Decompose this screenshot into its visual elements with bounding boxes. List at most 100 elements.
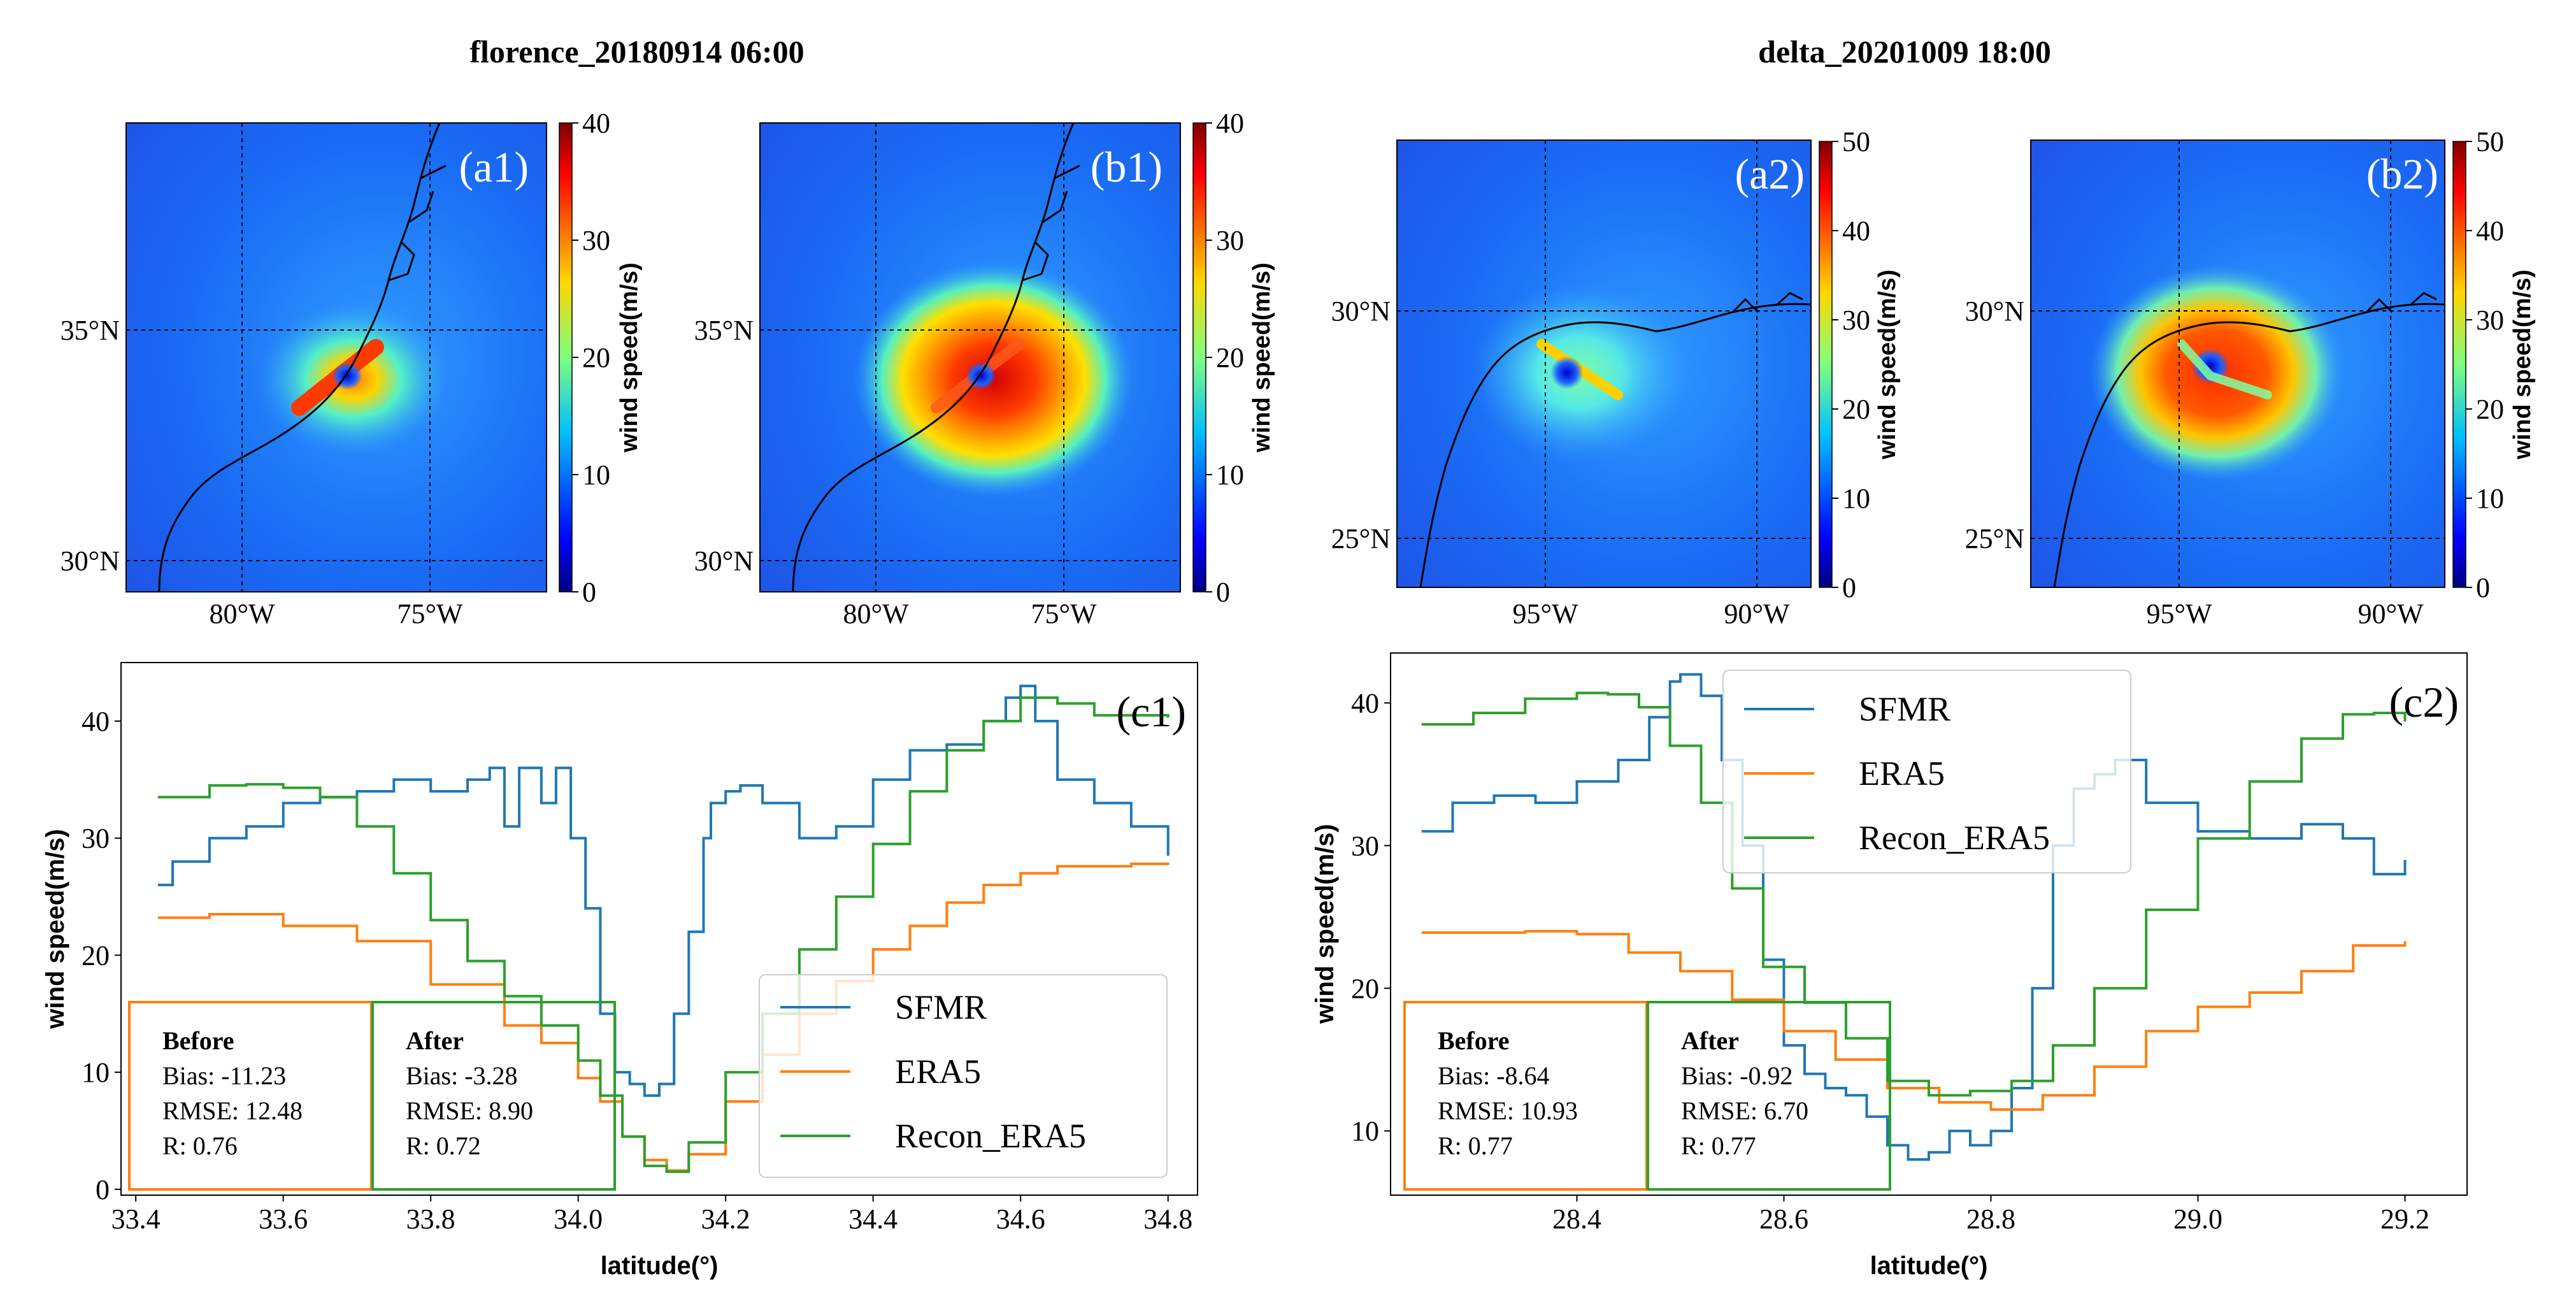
coastline-inlets <box>1022 164 1080 282</box>
stats-after-rmse: RMSE: 8.90 <box>406 1096 533 1125</box>
x-tick-label: 28.8 <box>1966 1203 2015 1235</box>
map-frame <box>1396 140 1812 588</box>
stats-before-rmse: RMSE: 12.48 <box>162 1096 303 1125</box>
storm-eye <box>1550 356 1584 389</box>
colorbar-tick-label: 0 <box>2476 572 2490 603</box>
lon-tick: 95°W <box>2146 598 2212 629</box>
map-frame <box>759 122 1181 592</box>
colorbar-tick-label: 50 <box>1842 126 1870 157</box>
legend: SFMR ERA5 Recon_ERA5 <box>759 974 1168 1178</box>
colorbar-ramp <box>1192 122 1206 592</box>
y-tick-label: 20 <box>1351 973 1379 1004</box>
map-panel-a1: (a1) 35°N 30°N 80°W 75°W 0 10 20 30 40 wind … <box>61 108 643 629</box>
y-tick-label: 40 <box>1351 687 1379 719</box>
legend-label-era5: ERA5 <box>895 1052 981 1091</box>
x-tick-label: 34.8 <box>1143 1203 1192 1235</box>
lon-tick: 75°W <box>1031 598 1097 629</box>
x-axis-label: latitude(°) <box>601 1252 719 1280</box>
lon-tick: 90°W <box>1724 598 1790 629</box>
coastline <box>2053 303 2445 588</box>
lat-tick: 25°N <box>1331 523 1391 554</box>
stats-before-rmse: RMSE: 10.93 <box>1438 1096 1578 1125</box>
stats-after-rmse: RMSE: 6.70 <box>1681 1096 1808 1125</box>
stats-before-title: Before <box>1438 1026 1510 1055</box>
lat-tick: 35°N <box>694 315 754 346</box>
x-tick-label: 33.4 <box>111 1203 161 1235</box>
storm-eye <box>332 362 362 390</box>
legend-label-sfmr: SFMR <box>895 988 987 1026</box>
map-frame <box>125 122 547 592</box>
colorbar-tick-label: 0 <box>1842 572 1856 603</box>
colorbar-tick-label: 10 <box>1216 459 1244 491</box>
stats-before-bias: Bias: -8.64 <box>1438 1061 1550 1090</box>
stats-before-bias: Bias: -11.23 <box>162 1061 286 1090</box>
stats-after-r: R: 0.72 <box>406 1131 481 1160</box>
coastline <box>792 122 1075 592</box>
colorbar-tick-label: 30 <box>1216 225 1244 256</box>
colorbar-tick-label: 40 <box>582 108 610 139</box>
panel-tag: (a1) <box>459 143 529 191</box>
map-panel-a2: (a2) 30°N 25°N 95°W 90°W 0 10 20 30 40 50 win… <box>1331 126 1901 629</box>
x-axis-label: latitude(°) <box>1870 1252 1988 1280</box>
y-tick-label: 30 <box>1351 830 1379 861</box>
colorbar-tick-label: 10 <box>2476 483 2504 514</box>
colorbar-tick-label: 40 <box>2476 215 2504 247</box>
coastline <box>1419 303 1812 588</box>
y-tick-label: 30 <box>82 823 110 854</box>
colorbar-tick-label: 20 <box>2476 394 2504 425</box>
panel-tag: (b2) <box>2366 150 2438 198</box>
line-chart-c2: 28.4 28.6 28.8 29.0 29.2 10 20 30 40 (c2) latitu… <box>1311 652 2468 1280</box>
x-tick-label: 28.4 <box>1552 1203 1601 1235</box>
x-tick-label: 29.2 <box>2380 1203 2429 1235</box>
coastline-inlets <box>2365 292 2437 313</box>
stats-after-box <box>371 1001 616 1191</box>
stats-after-box <box>1647 1001 1891 1191</box>
lat-tick: 30°N <box>1331 296 1391 327</box>
legend-label-recon: Recon_ERA5 <box>1859 819 2050 857</box>
colorbar-ramp <box>1819 141 1833 588</box>
colorbar-tick-label: 10 <box>1842 483 1870 514</box>
y-tick-label: 10 <box>1351 1116 1379 1147</box>
series-line-recon-era5 <box>1421 691 2407 1097</box>
right-title: delta_20201009 18:00 <box>1758 34 2051 69</box>
y-tick-label: 20 <box>82 940 110 971</box>
lat-tick: 30°N <box>61 545 120 577</box>
y-tick-label: 40 <box>82 706 110 737</box>
colorbar-ramp <box>2452 141 2466 588</box>
lat-tick: 25°N <box>1965 523 2024 554</box>
coastline-inlets <box>1731 292 1803 313</box>
series-line-sfmr <box>1421 673 2407 1161</box>
x-tick-label: 34.0 <box>554 1203 603 1235</box>
stats-after-title: After <box>406 1026 464 1055</box>
colorbar-tick-label: 0 <box>582 577 596 608</box>
lat-tick: 35°N <box>61 315 120 346</box>
colorbar-label: wind speed(m/s) <box>1874 269 1901 460</box>
stats-after-title: After <box>1681 1026 1739 1055</box>
stats-before-r: R: 0.77 <box>1438 1131 1513 1160</box>
map-frame <box>2030 140 2445 588</box>
colorbar-tick-label: 20 <box>582 342 610 373</box>
colorbar-tick-label: 40 <box>1842 215 1870 247</box>
colorbar-ramp <box>559 122 573 592</box>
map-panel-b2: (b2) 30°N 25°N 95°W 90°W 0 10 20 30 40 50 win… <box>1965 126 2536 629</box>
x-tick-label: 33.6 <box>259 1203 308 1235</box>
colorbar-tick-label: 30 <box>582 225 610 256</box>
colorbar: 0 10 20 30 40 50 wind speed(m/s) <box>1819 126 1901 603</box>
x-tick-label: 34.6 <box>996 1203 1045 1235</box>
colorbar-label: wind speed(m/s) <box>2509 269 2536 460</box>
colorbar-tick-label: 20 <box>1842 394 1870 425</box>
legend-label-sfmr: SFMR <box>1859 690 1950 728</box>
colorbar-tick-label: 50 <box>2476 126 2504 157</box>
colorbar-tick-label: 30 <box>1842 305 1870 336</box>
panel-tag: (c2) <box>2389 678 2459 726</box>
lon-tick: 80°W <box>843 598 909 629</box>
storm-track <box>2177 340 2272 399</box>
lon-tick: 95°W <box>1512 598 1578 629</box>
stats-after-r: R: 0.77 <box>1681 1131 1756 1160</box>
stats-before: Before Bias: -8.64 RMSE: 10.93 R: 0.77 <box>1403 1001 1648 1191</box>
lat-tick: 30°N <box>1965 296 2024 327</box>
lon-tick: 80°W <box>209 598 275 629</box>
colorbar: 0 10 20 30 40 wind speed(m/s) <box>559 108 643 608</box>
lon-tick: 75°W <box>397 598 463 629</box>
stats-before-title: Before <box>162 1026 234 1055</box>
